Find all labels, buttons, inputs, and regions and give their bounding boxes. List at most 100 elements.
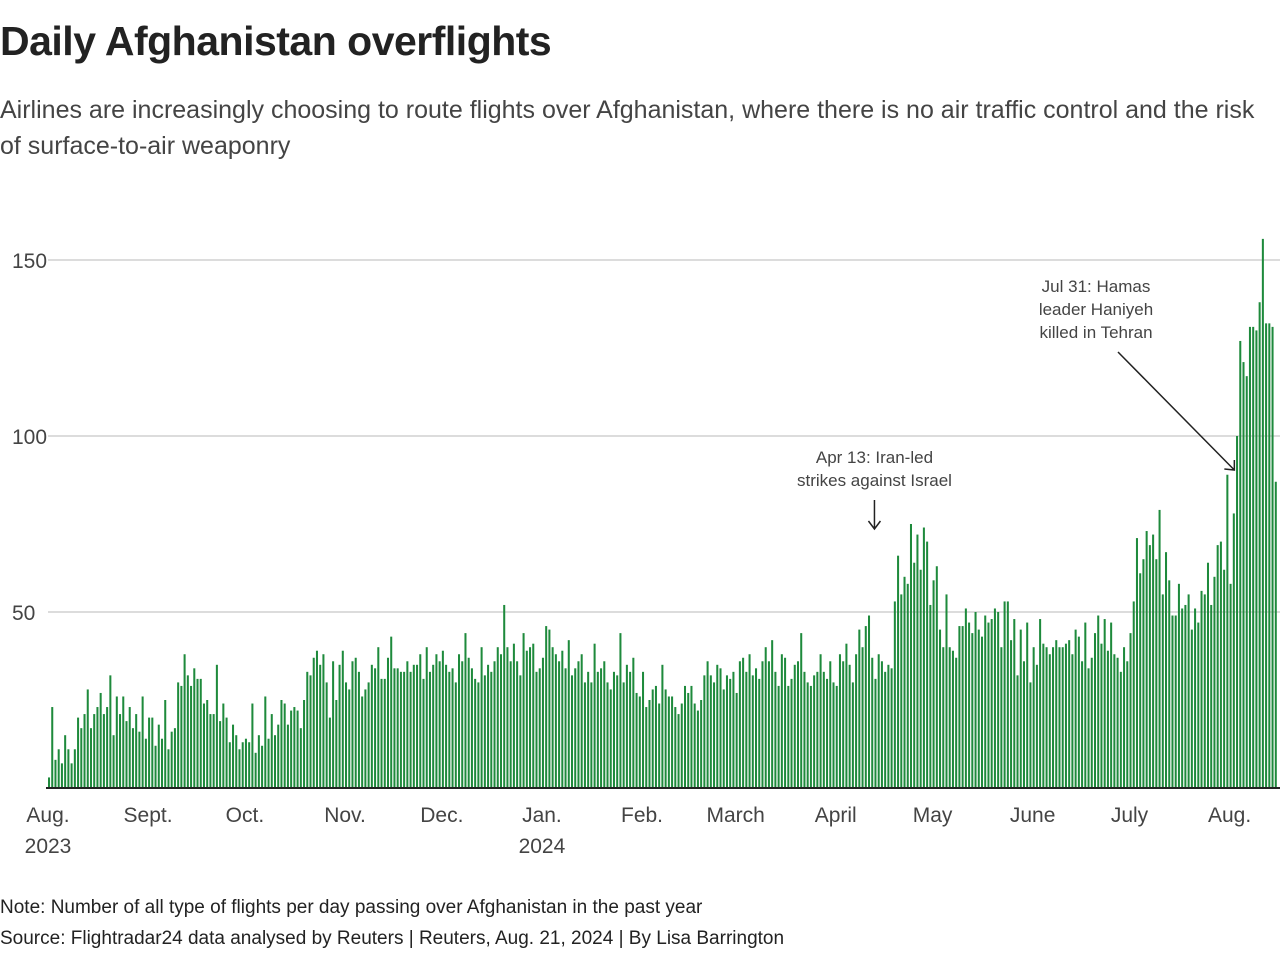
chart-note: Note: Number of all type of flights per …: [0, 897, 703, 918]
bar: [1194, 608, 1197, 788]
bar: [1223, 569, 1226, 788]
bar: [1161, 594, 1164, 788]
bar: [677, 714, 680, 788]
bar: [1258, 302, 1261, 788]
x-tick-label: Aug.: [1208, 804, 1251, 827]
bar: [709, 675, 712, 788]
bar: [328, 717, 331, 788]
bar: [1045, 647, 1048, 788]
bar: [1090, 657, 1093, 788]
bar: [616, 675, 619, 788]
bar: [64, 735, 67, 788]
bar: [445, 664, 448, 788]
bar: [1029, 682, 1032, 788]
bar: [312, 657, 315, 788]
bar: [580, 654, 583, 788]
bar: [338, 664, 341, 788]
bar: [761, 661, 764, 788]
bar: [713, 682, 716, 788]
bar: [364, 689, 367, 788]
bar: [438, 661, 441, 788]
bar: [719, 668, 722, 788]
bar: [1081, 661, 1084, 788]
bar: [441, 650, 444, 788]
x-tick-label: June: [1010, 804, 1056, 827]
bar: [377, 647, 380, 788]
bar: [461, 661, 464, 788]
bar: [393, 668, 396, 788]
bar: [851, 682, 854, 788]
bar: [225, 717, 228, 788]
bar: [980, 636, 984, 788]
bar: [1068, 640, 1071, 788]
bar: [683, 685, 687, 788]
bar: [732, 671, 735, 788]
bar: [222, 703, 225, 788]
bar: [877, 654, 880, 788]
bar: [625, 664, 628, 788]
bar: [1216, 545, 1219, 788]
bar: [193, 668, 196, 788]
bar: [545, 626, 548, 788]
bar: [1148, 545, 1151, 788]
bar: [1026, 622, 1029, 788]
bar: [764, 647, 767, 788]
bar: [412, 664, 415, 788]
bar: [835, 685, 838, 788]
bar: [160, 738, 164, 788]
bar: [758, 678, 761, 788]
bar: [822, 671, 825, 788]
x-tick-year: 2024: [519, 835, 566, 858]
bar: [386, 657, 390, 788]
bar: [606, 682, 609, 788]
bar: [212, 714, 215, 788]
x-tick-label: Oct.: [226, 804, 265, 827]
bar: [1155, 559, 1158, 788]
bar: [154, 745, 157, 788]
bar: [832, 682, 835, 788]
bar: [519, 675, 522, 788]
bar: [848, 664, 851, 788]
bar: [1013, 619, 1016, 788]
bar: [880, 661, 883, 788]
bar: [1132, 601, 1135, 788]
bar: [177, 682, 180, 788]
bar: [138, 731, 141, 788]
bar: [1116, 657, 1119, 788]
bar: [241, 742, 244, 788]
bar: [354, 657, 357, 788]
bar: [1052, 647, 1055, 788]
bar: [958, 626, 961, 788]
bar: [742, 657, 745, 788]
bar: [206, 700, 209, 788]
bar: [1158, 509, 1161, 788]
x-tick-label: Aug.: [26, 804, 69, 827]
bar: [448, 671, 451, 788]
bar: [1022, 661, 1025, 788]
bar: [1074, 629, 1077, 788]
bar: [554, 654, 557, 788]
bar: [399, 671, 402, 788]
bar: [809, 685, 812, 788]
bar: [1093, 633, 1097, 788]
bar: [929, 604, 932, 788]
bar: [202, 703, 205, 788]
bar: [370, 664, 373, 788]
bar: [564, 668, 567, 788]
bar: [755, 668, 758, 788]
bar: [968, 622, 971, 788]
bar: [1197, 622, 1200, 788]
bar: [561, 650, 564, 788]
bar: [109, 675, 112, 788]
bar: [1145, 531, 1148, 788]
bar: [458, 654, 461, 788]
bar: [787, 685, 790, 788]
bar: [903, 576, 906, 788]
bar: [590, 682, 593, 788]
bar: [296, 710, 299, 788]
bar: [477, 682, 480, 788]
bar: [1135, 538, 1138, 788]
bar: [1032, 647, 1035, 788]
bar: [984, 615, 987, 788]
